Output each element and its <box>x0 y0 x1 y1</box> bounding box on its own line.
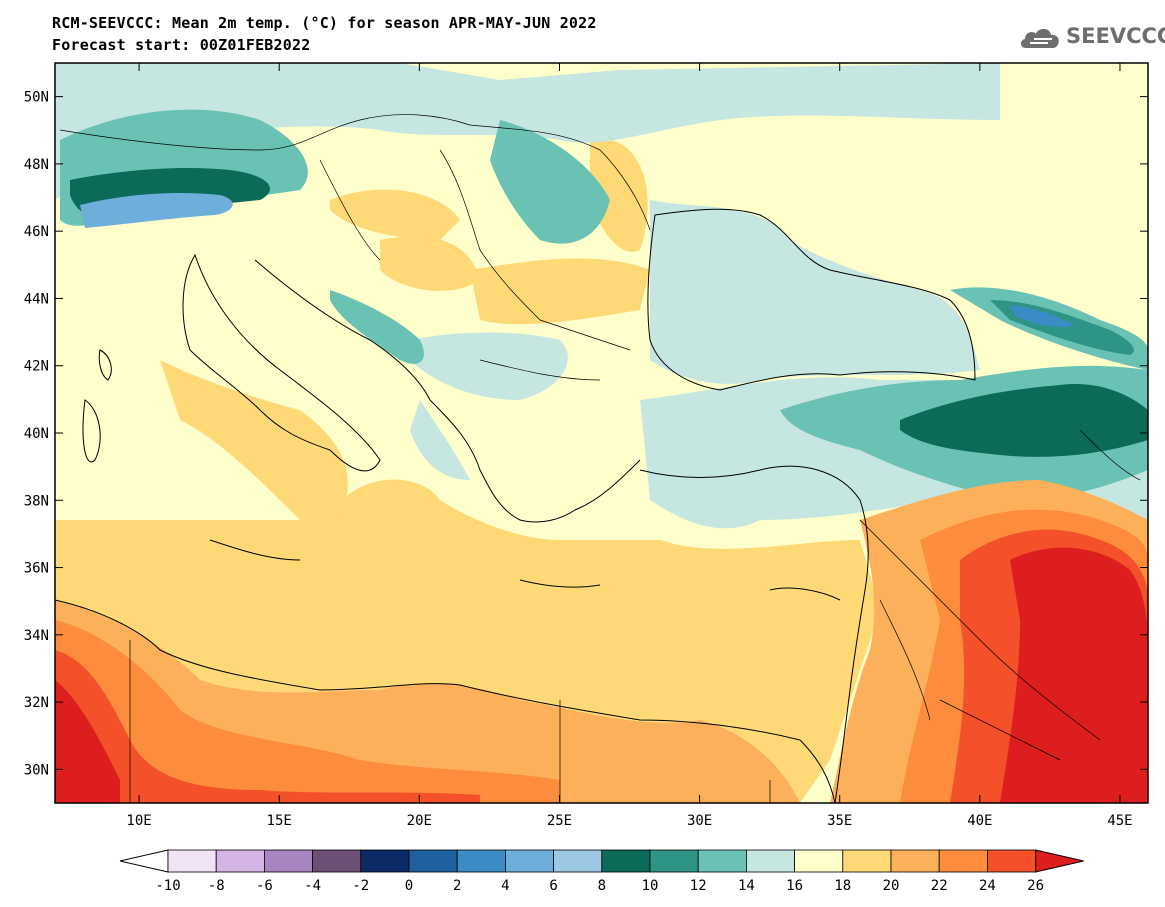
coastlines <box>55 208 976 803</box>
cloud-icon <box>1020 28 1059 48</box>
colorbar-box <box>987 849 1037 873</box>
colorbar-label: -6 <box>256 878 273 894</box>
colorbar-label: 12 <box>690 878 707 894</box>
colorbar-label: 6 <box>549 878 557 894</box>
forecast-start-subtitle: Forecast start: 00Z01FEB2022 <box>52 36 311 54</box>
colorbar-box <box>890 849 940 873</box>
colorbar: -10 -8 -6 -4 -2 0 2 4 6 8 10 12 14 16 18 20 22 24 26 <box>119 849 1084 894</box>
colorbar-box <box>360 849 410 873</box>
lon-tick-label: 45E <box>1107 813 1132 829</box>
colorbar-low-triangle <box>119 849 169 873</box>
colorbar-label: 26 <box>1027 878 1044 894</box>
lat-tick-label: 32N <box>24 695 49 711</box>
map-title: RCM-SEEVCCC: Mean 2m temp. (°C) for seas… <box>52 14 597 32</box>
colorbar-label: 4 <box>501 878 509 894</box>
lon-tick-label: 40E <box>967 813 992 829</box>
colorbar-box <box>697 849 747 873</box>
lon-tick-label: 25E <box>547 813 572 829</box>
colorbar-box <box>601 849 651 873</box>
colorbar-label: 2 <box>453 878 461 894</box>
colorbar-box <box>649 849 699 873</box>
lat-tick-label: 48N <box>24 157 49 173</box>
colorbar-label: 18 <box>834 878 851 894</box>
lat-tick-label: 34N <box>24 628 49 644</box>
colorbar-label: 14 <box>738 878 755 894</box>
country-borders <box>59 114 1141 803</box>
logo-text: SEEVCCC <box>1066 24 1165 48</box>
lon-tick-label: 30E <box>687 813 712 829</box>
colorbar-label: -4 <box>304 878 321 894</box>
colorbar-label: 8 <box>598 878 606 894</box>
colorbar-box <box>408 849 458 873</box>
lon-tick-label: 35E <box>827 813 852 829</box>
colorbar-label: 22 <box>931 878 948 894</box>
lon-tick-label: 15E <box>267 813 292 829</box>
colorbar-label: 24 <box>979 878 996 894</box>
lat-tick-label: 44N <box>24 291 49 307</box>
colorbar-box <box>456 849 506 873</box>
lat-tick-label: 36N <box>24 561 49 577</box>
lat-tick-label: 40N <box>24 426 49 442</box>
lon-tick-label: 10E <box>126 813 151 829</box>
colorbar-label: 10 <box>642 878 659 894</box>
map-field <box>55 63 1148 803</box>
colorbar-box <box>263 849 313 873</box>
colorbar-box <box>167 849 217 873</box>
colorbar-box <box>504 849 554 873</box>
lat-tick-label: 38N <box>24 493 49 509</box>
colorbar-box <box>553 849 603 873</box>
colorbar-box <box>312 849 362 873</box>
colorbar-box <box>842 849 892 873</box>
lat-tick-label: 50N <box>24 90 49 106</box>
lat-tick-label: 30N <box>24 762 49 778</box>
colorbar-box <box>215 849 265 873</box>
colorbar-label: -2 <box>352 878 369 894</box>
colorbar-box <box>746 849 796 873</box>
colorbar-box <box>794 849 844 873</box>
axis-ticks: 10E 15E 20E 25E 30E 35E 40E 45E 50N 48N 46N 44N 42N 4… <box>24 63 1148 829</box>
colorbar-label: -10 <box>155 878 180 894</box>
colorbar-label: 0 <box>405 878 413 894</box>
colorbar-box <box>938 849 988 873</box>
colorbar-high-triangle <box>1035 849 1084 873</box>
colorbar-label: 16 <box>786 878 803 894</box>
colorbar-label: 20 <box>883 878 900 894</box>
seevccc-logo: SEEVCCC <box>1018 22 1165 54</box>
lat-tick-label: 46N <box>24 224 49 240</box>
lon-tick-label: 20E <box>407 813 432 829</box>
colorbar-label: -8 <box>208 878 225 894</box>
lat-tick-label: 42N <box>24 359 49 375</box>
